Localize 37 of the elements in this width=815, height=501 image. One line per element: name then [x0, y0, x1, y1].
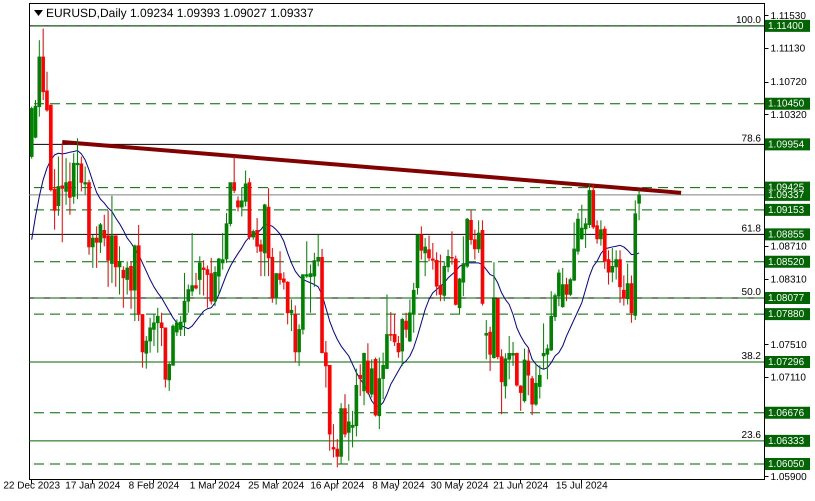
- ref-line-label: 1.08077: [768, 293, 805, 304]
- annotation: 50.0: [742, 287, 762, 298]
- ref-line-label: 1.08855: [768, 229, 805, 240]
- x-tick-label: 8 Feb 2024: [128, 480, 180, 492]
- y-tick-label: 1.10320: [770, 110, 808, 121]
- y-tick-label: 1.11130: [770, 44, 806, 55]
- x-tick-label: 25 Mar 2024: [248, 480, 305, 492]
- x-tick-label: 17 Jan 2024: [65, 480, 121, 492]
- ref-line-label: 1.07880: [768, 309, 805, 320]
- chart-title: EURUSD,Daily 1.09234 1.09393 1.09027 1.09337: [46, 6, 314, 20]
- y-tick-label: 1.07510: [770, 340, 808, 351]
- x-tick-label: 8 May 2024: [372, 480, 425, 492]
- y-tick-label: 1.05900: [770, 472, 808, 483]
- y-tick-label: 1.08710: [770, 242, 808, 253]
- ref-line-label: 1.06333: [768, 436, 805, 447]
- y-tick-label: 1.10720: [770, 77, 808, 88]
- annotation: 100.0: [736, 14, 762, 26]
- annotation: 61.8: [742, 223, 762, 234]
- y-tick-label: 1.08310: [770, 274, 808, 286]
- annotation: 23.6: [742, 430, 762, 441]
- x-tick-label: 1 Mar 2024: [190, 480, 241, 492]
- x-tick-label: 30 May 2024: [430, 480, 489, 492]
- ref-line-label: 1.09954: [768, 139, 805, 150]
- ref-line-label: 1.10450: [768, 98, 805, 110]
- y-tick-label: 1.07110: [770, 372, 806, 384]
- ref-line-label: 1.09153: [768, 204, 805, 216]
- ref-line-label: 1.06676: [768, 408, 805, 419]
- x-tick-label: 21 Jun 2024: [493, 480, 549, 492]
- y-tick-label: 1.11530: [770, 10, 806, 22]
- annotation: 78.6: [742, 133, 762, 144]
- ref-line-label: 1.08520: [768, 256, 805, 268]
- x-tick-label: 16 Apr 2024: [310, 480, 365, 492]
- annotation: 38.2: [742, 350, 762, 362]
- ref-line-label: 1.11400: [768, 20, 804, 32]
- ref-line-label: 1.06050: [768, 459, 805, 470]
- ref-line-label: 1.07296: [768, 356, 805, 368]
- x-tick-label: 22 Dec 2023: [3, 480, 60, 492]
